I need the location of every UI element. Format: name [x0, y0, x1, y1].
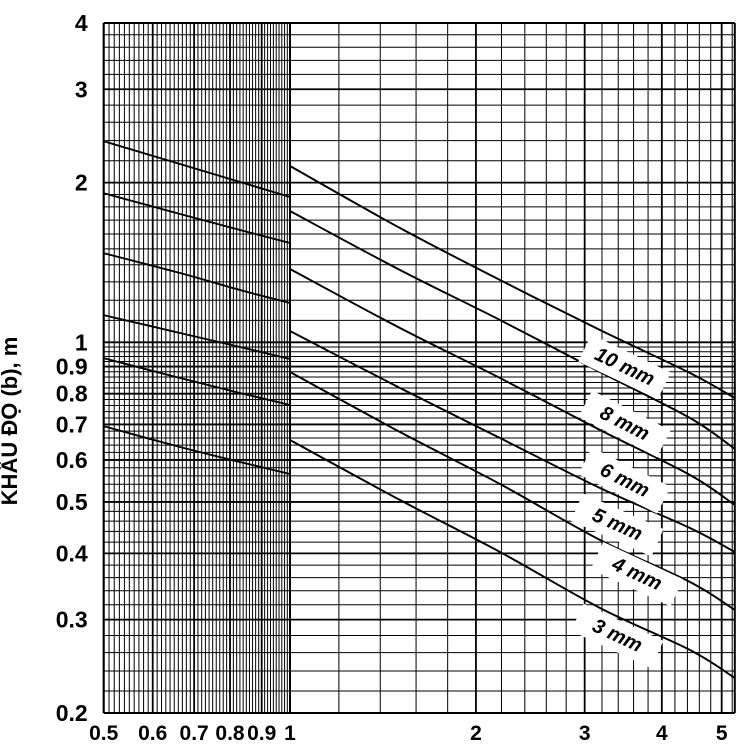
- svg-text:1: 1: [75, 329, 88, 355]
- svg-text:1: 1: [284, 722, 296, 745]
- svg-text:0.9: 0.9: [247, 722, 276, 745]
- svg-text:5: 5: [716, 722, 728, 745]
- svg-text:4: 4: [656, 722, 668, 745]
- svg-text:0.7: 0.7: [180, 722, 209, 745]
- svg-text:0.8: 0.8: [56, 381, 88, 407]
- svg-text:0.8: 0.8: [215, 722, 245, 745]
- svg-text:0.4: 0.4: [56, 540, 88, 566]
- svg-text:0.6: 0.6: [138, 722, 167, 745]
- svg-text:3: 3: [75, 76, 88, 102]
- svg-text:3: 3: [579, 722, 591, 745]
- svg-text:KHẨU ĐỘ (b), m: KHẨU ĐỘ (b), m: [0, 337, 22, 506]
- svg-text:0.7: 0.7: [56, 411, 88, 437]
- svg-text:0.6: 0.6: [56, 447, 88, 473]
- svg-text:2: 2: [75, 170, 88, 196]
- svg-text:0.3: 0.3: [56, 607, 88, 633]
- svg-text:0.2: 0.2: [56, 700, 88, 726]
- svg-text:0.9: 0.9: [56, 354, 88, 380]
- svg-text:0.5: 0.5: [56, 489, 88, 515]
- svg-text:2: 2: [470, 722, 482, 745]
- svg-text:0.5: 0.5: [89, 722, 119, 745]
- svg-text:4: 4: [75, 10, 88, 36]
